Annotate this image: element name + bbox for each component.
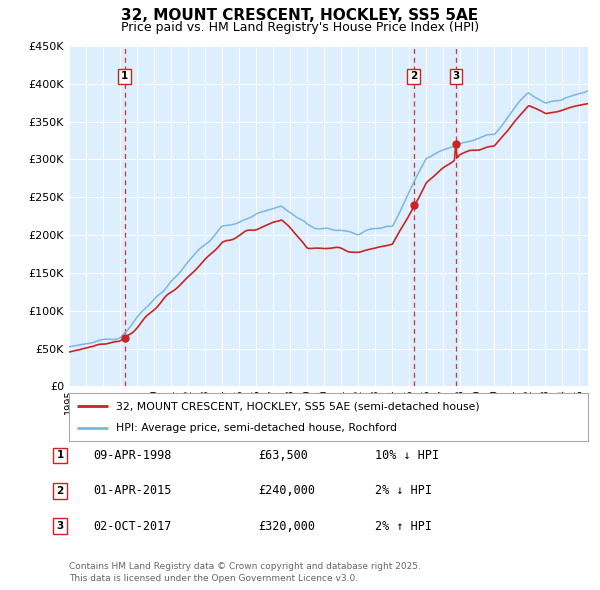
Text: 3: 3 xyxy=(56,522,64,531)
Text: 1: 1 xyxy=(56,451,64,460)
Text: 02-OCT-2017: 02-OCT-2017 xyxy=(93,520,172,533)
Text: 2% ↓ HPI: 2% ↓ HPI xyxy=(375,484,432,497)
Text: 32, MOUNT CRESCENT, HOCKLEY, SS5 5AE: 32, MOUNT CRESCENT, HOCKLEY, SS5 5AE xyxy=(121,8,479,22)
Text: 2% ↑ HPI: 2% ↑ HPI xyxy=(375,520,432,533)
Text: 01-APR-2015: 01-APR-2015 xyxy=(93,484,172,497)
Text: £320,000: £320,000 xyxy=(258,520,315,533)
Text: £240,000: £240,000 xyxy=(258,484,315,497)
Text: HPI: Average price, semi-detached house, Rochford: HPI: Average price, semi-detached house,… xyxy=(116,423,397,433)
Text: Price paid vs. HM Land Registry's House Price Index (HPI): Price paid vs. HM Land Registry's House … xyxy=(121,21,479,34)
Text: £63,500: £63,500 xyxy=(258,449,308,462)
Text: 1: 1 xyxy=(121,71,128,81)
Text: 09-APR-1998: 09-APR-1998 xyxy=(93,449,172,462)
Text: 3: 3 xyxy=(452,71,460,81)
Text: 32, MOUNT CRESCENT, HOCKLEY, SS5 5AE (semi-detached house): 32, MOUNT CRESCENT, HOCKLEY, SS5 5AE (se… xyxy=(116,401,479,411)
Text: 2: 2 xyxy=(410,71,417,81)
Text: 10% ↓ HPI: 10% ↓ HPI xyxy=(375,449,439,462)
Text: 2: 2 xyxy=(56,486,64,496)
Text: Contains HM Land Registry data © Crown copyright and database right 2025.
This d: Contains HM Land Registry data © Crown c… xyxy=(69,562,421,583)
